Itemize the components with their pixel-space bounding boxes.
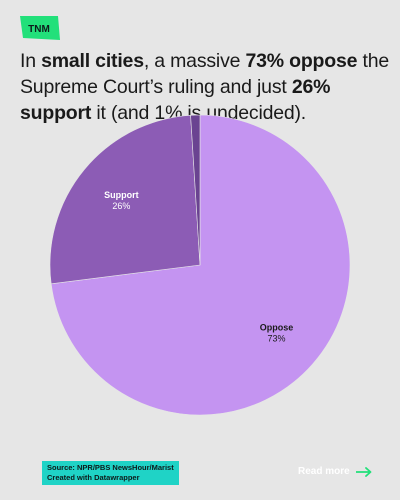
headline-emphasis: 73% oppose <box>245 50 358 72</box>
logo-icon: TNM <box>20 16 60 40</box>
pie-slice-support <box>49 114 201 285</box>
slice-value-oppose: 73% <box>267 334 285 344</box>
slice-label-support: Support <box>104 190 139 200</box>
source-box: Source: NPR/PBS NewsHour/Marist Created … <box>42 461 179 485</box>
read-more-link[interactable]: Read more <box>298 466 372 477</box>
pie-slice-undecided <box>190 114 201 266</box>
pie-chart: Oppose 73% Support 26% <box>0 110 400 440</box>
arrow-right-icon <box>355 466 372 477</box>
slice-value-support: 26% <box>112 201 130 211</box>
headline-text: the Supreme Court’s ruling and just <box>20 50 390 98</box>
headline-emphasis: small cities <box>41 50 144 72</box>
slice-label-oppose: Oppose <box>260 323 294 333</box>
headline-emphasis: 26% support <box>20 76 331 124</box>
created-with-line: Created with Datawrapper <box>47 473 140 482</box>
read-more-label: Read more <box>298 466 350 477</box>
headline-text: In <box>20 50 42 72</box>
pie-slice-oppose <box>50 114 351 416</box>
svg-text:TNM: TNM <box>28 24 50 35</box>
headline-text: it (and 1% is undecided). <box>91 102 307 124</box>
headline: In small cities, a massive 73% oppose th… <box>20 48 390 126</box>
headline-text: , a massive <box>143 50 246 72</box>
source-line: Source: NPR/PBS NewsHour/Marist <box>47 463 174 472</box>
brand-logo: TNM <box>20 16 60 40</box>
